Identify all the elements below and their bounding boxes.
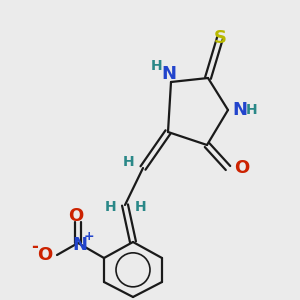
Text: H: H — [123, 155, 135, 169]
Text: N: N — [232, 101, 247, 119]
Text: H: H — [246, 103, 258, 117]
Text: O: O — [234, 159, 250, 177]
Text: H: H — [105, 200, 117, 214]
Text: N: N — [73, 236, 88, 254]
Text: +: + — [84, 230, 94, 244]
Text: H: H — [151, 59, 163, 73]
Text: O: O — [38, 246, 52, 264]
Text: -: - — [32, 238, 38, 256]
Text: H: H — [135, 200, 147, 214]
Text: N: N — [161, 65, 176, 83]
Text: O: O — [68, 207, 84, 225]
Text: S: S — [214, 29, 226, 47]
